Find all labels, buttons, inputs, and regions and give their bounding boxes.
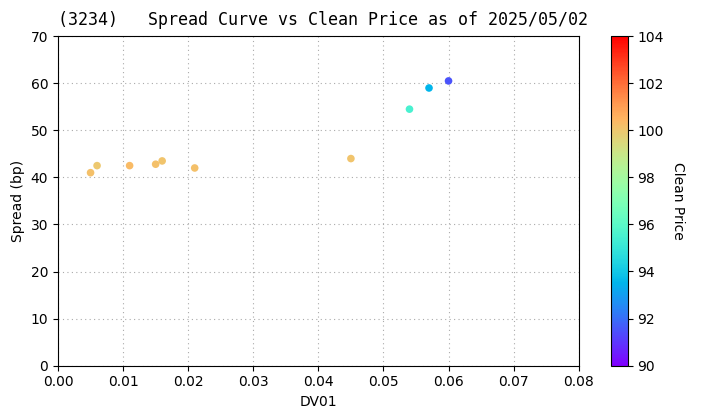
Point <box>423 84 435 91</box>
Point <box>156 158 168 164</box>
Point <box>85 169 96 176</box>
Point <box>189 165 200 171</box>
Point <box>91 162 103 169</box>
Y-axis label: Spread (bp): Spread (bp) <box>11 160 25 242</box>
Point <box>124 162 135 169</box>
Point <box>345 155 356 162</box>
Text: (3234)   Spread Curve vs Clean Price as of 2025/05/02: (3234) Spread Curve vs Clean Price as of… <box>58 11 588 29</box>
Y-axis label: Clean Price: Clean Price <box>670 162 685 240</box>
Point <box>404 106 415 113</box>
Point <box>443 78 454 84</box>
X-axis label: DV01: DV01 <box>300 395 337 409</box>
Point <box>150 161 161 168</box>
